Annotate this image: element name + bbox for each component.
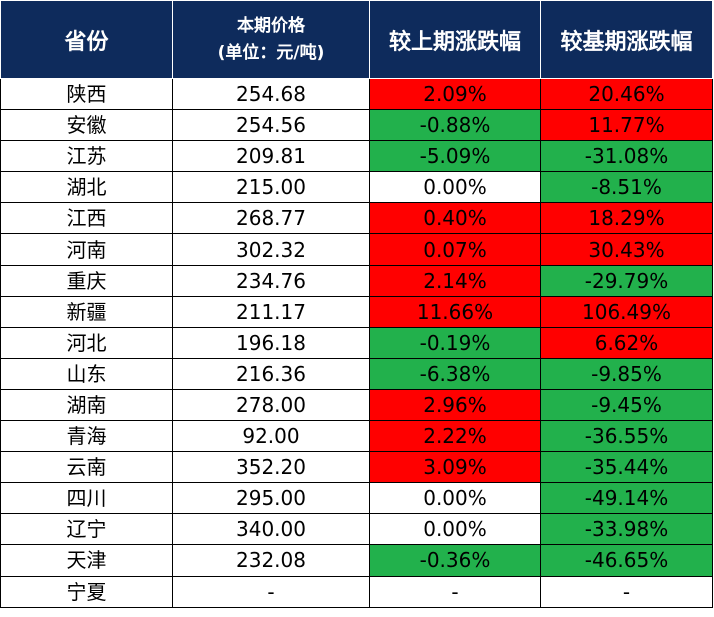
price-cell: 254.68 bbox=[172, 77, 370, 111]
province-cell: 江苏 bbox=[0, 140, 173, 173]
header-price-line2: (单位：元/吨) bbox=[217, 42, 325, 63]
price-cell: 268.77 bbox=[172, 202, 370, 235]
table-row: 山东 216.36 -6.38% -9.85% bbox=[0, 357, 713, 390]
price-cell: 302.32 bbox=[172, 233, 370, 266]
province-cell: 河北 bbox=[0, 326, 173, 359]
prev-change-cell: 0.00% bbox=[369, 513, 541, 546]
base-change-cell: -35.44% bbox=[540, 451, 713, 484]
price-cell: 278.00 bbox=[172, 388, 370, 422]
prev-change-cell: -5.09% bbox=[369, 140, 541, 173]
province-cell: 重庆 bbox=[0, 264, 173, 297]
base-change-cell: 6.62% bbox=[540, 326, 713, 359]
prev-change-cell: -0.88% bbox=[369, 109, 541, 142]
price-cell: 211.17 bbox=[172, 295, 370, 328]
base-change-cell: 18.29% bbox=[540, 202, 713, 235]
base-change-cell: 30.43% bbox=[540, 233, 713, 266]
province-cell: 天津 bbox=[0, 544, 173, 577]
price-cell: 216.36 bbox=[172, 357, 370, 390]
prev-change-cell: 0.00% bbox=[369, 482, 541, 515]
province-cell: 湖南 bbox=[0, 388, 173, 422]
province-cell: 山东 bbox=[0, 357, 173, 390]
province-cell: 宁夏 bbox=[0, 575, 173, 608]
table-row: 新疆 211.17 11.66% 106.49% bbox=[0, 295, 713, 328]
province-cell: 河南 bbox=[0, 233, 173, 266]
table-row: 重庆 234.76 2.14% -29.79% bbox=[0, 264, 713, 297]
prev-change-cell: 0.00% bbox=[369, 171, 541, 204]
base-change-cell: 106.49% bbox=[540, 295, 713, 328]
base-change-cell: - bbox=[540, 575, 713, 608]
table-row: 湖北 215.00 0.00% -8.51% bbox=[0, 171, 713, 204]
header-price: 本期价格 (单位：元/吨) bbox=[172, 0, 370, 79]
header-province: 省份 bbox=[0, 0, 173, 79]
table-header: 省份 本期价格 (单位：元/吨) 较上期涨跌幅 较基期涨跌幅 bbox=[0, 0, 713, 79]
price-cell: 352.20 bbox=[172, 451, 370, 484]
prev-change-cell: 2.09% bbox=[369, 77, 541, 111]
price-cell: 196.18 bbox=[172, 326, 370, 359]
header-base-change: 较基期涨跌幅 bbox=[540, 0, 713, 79]
province-cell: 陕西 bbox=[0, 77, 173, 111]
base-change-cell: -31.08% bbox=[540, 140, 713, 173]
table-row: 青海 92.00 2.22% -36.55% bbox=[0, 420, 713, 453]
province-cell: 新疆 bbox=[0, 295, 173, 328]
prev-change-cell: 2.14% bbox=[369, 264, 541, 297]
prev-change-cell: 2.96% bbox=[369, 388, 541, 422]
table-row: 湖南 278.00 2.96% -9.45% bbox=[0, 388, 713, 422]
base-change-cell: -36.55% bbox=[540, 420, 713, 453]
province-cell: 云南 bbox=[0, 451, 173, 484]
price-cell: - bbox=[172, 575, 370, 608]
table-row: 辽宁 340.00 0.00% -33.98% bbox=[0, 513, 713, 546]
table-row: 宁夏 - - - bbox=[0, 575, 713, 608]
table-row: 四川 295.00 0.00% -49.14% bbox=[0, 482, 713, 515]
price-cell: 254.56 bbox=[172, 109, 370, 142]
province-cell: 青海 bbox=[0, 420, 173, 453]
header-prev-change: 较上期涨跌幅 bbox=[369, 0, 541, 79]
table-row: 河南 302.32 0.07% 30.43% bbox=[0, 233, 713, 266]
province-cell: 安徽 bbox=[0, 109, 173, 142]
base-change-cell: -29.79% bbox=[540, 264, 713, 297]
prev-change-cell: 0.40% bbox=[369, 202, 541, 235]
prev-change-cell: 3.09% bbox=[369, 451, 541, 484]
province-cell: 四川 bbox=[0, 482, 173, 515]
table-row: 云南 352.20 3.09% -35.44% bbox=[0, 451, 713, 484]
table-row: 安徽 254.56 -0.88% 11.77% bbox=[0, 109, 713, 142]
table-row: 天津 232.08 -0.36% -46.65% bbox=[0, 544, 713, 577]
price-cell: 340.00 bbox=[172, 513, 370, 546]
base-change-cell: -9.45% bbox=[540, 388, 713, 422]
prev-change-cell: - bbox=[369, 575, 541, 608]
header-price-line1: 本期价格 bbox=[237, 15, 305, 36]
base-change-cell: -8.51% bbox=[540, 171, 713, 204]
table-body: 陕西 254.68 2.09% 20.46% 安徽 254.56 -0.88% 11.77% 江… bbox=[0, 77, 713, 608]
price-cell: 209.81 bbox=[172, 140, 370, 173]
table-row: 陕西 254.68 2.09% 20.46% bbox=[0, 77, 713, 111]
table-row: 江苏 209.81 -5.09% -31.08% bbox=[0, 140, 713, 173]
base-change-cell: -49.14% bbox=[540, 482, 713, 515]
price-cell: 232.08 bbox=[172, 544, 370, 577]
table-row: 河北 196.18 -0.19% 6.62% bbox=[0, 326, 713, 359]
province-cell: 湖北 bbox=[0, 171, 173, 204]
price-cell: 92.00 bbox=[172, 420, 370, 453]
price-cell: 295.00 bbox=[172, 482, 370, 515]
prev-change-cell: 0.07% bbox=[369, 233, 541, 266]
prev-change-cell: -0.36% bbox=[369, 544, 541, 577]
base-change-cell: 11.77% bbox=[540, 109, 713, 142]
base-change-cell: -46.65% bbox=[540, 544, 713, 577]
prev-change-cell: -0.19% bbox=[369, 326, 541, 359]
prev-change-cell: -6.38% bbox=[369, 357, 541, 390]
prev-change-cell: 11.66% bbox=[369, 295, 541, 328]
prev-change-cell: 2.22% bbox=[369, 420, 541, 453]
price-cell: 215.00 bbox=[172, 171, 370, 204]
base-change-cell: 20.46% bbox=[540, 77, 713, 111]
province-cell: 辽宁 bbox=[0, 513, 173, 546]
price-cell: 234.76 bbox=[172, 264, 370, 297]
base-change-cell: -33.98% bbox=[540, 513, 713, 546]
base-change-cell: -9.85% bbox=[540, 357, 713, 390]
table-row: 江西 268.77 0.40% 18.29% bbox=[0, 202, 713, 235]
province-cell: 江西 bbox=[0, 202, 173, 235]
